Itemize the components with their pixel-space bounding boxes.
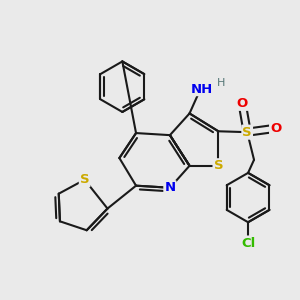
Text: H: H <box>217 78 225 88</box>
Text: O: O <box>236 97 248 110</box>
Text: S: S <box>80 173 89 186</box>
Text: N: N <box>164 181 175 194</box>
Text: NH: NH <box>190 82 212 96</box>
Text: S: S <box>242 126 252 139</box>
Text: O: O <box>270 122 281 135</box>
Text: Cl: Cl <box>241 236 255 250</box>
Text: S: S <box>214 159 223 172</box>
